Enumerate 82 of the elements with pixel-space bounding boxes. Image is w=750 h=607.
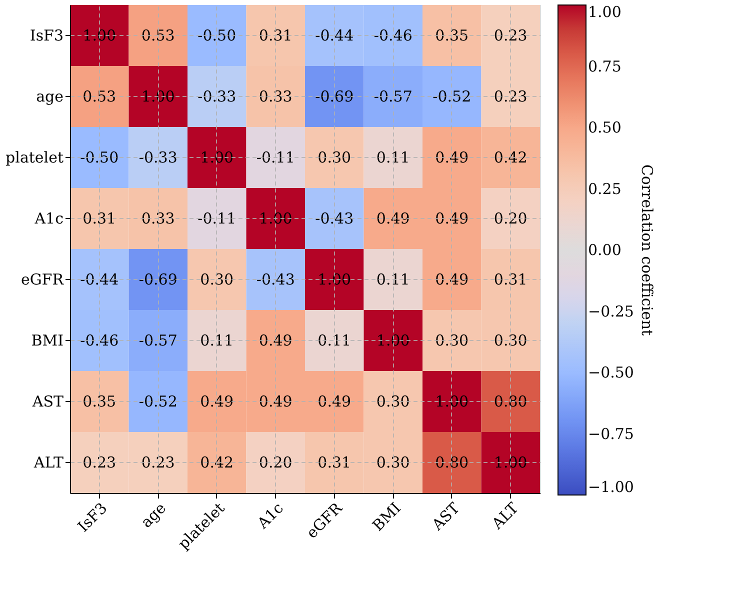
x-tick-label: A1c bbox=[253, 499, 287, 533]
y-tick-label: eGFR bbox=[20, 270, 64, 288]
data-label: 0.31 bbox=[494, 270, 528, 288]
data-label: 1.00 bbox=[200, 148, 234, 166]
data-label: -0.33 bbox=[198, 88, 236, 106]
color-bar-label: −0.50 bbox=[588, 364, 634, 382]
data-label: 0.30 bbox=[318, 148, 352, 166]
data-label: -0.11 bbox=[198, 210, 236, 228]
data-label: 0.11 bbox=[376, 270, 410, 288]
color-bar-label: 0.00 bbox=[588, 241, 622, 259]
data-label: -0.52 bbox=[432, 88, 472, 106]
y-tick-label: ALT bbox=[32, 454, 64, 472]
data-label: 0.11 bbox=[376, 148, 410, 166]
color-bar-label: −0.75 bbox=[588, 424, 634, 443]
y-tick-label: A1c bbox=[34, 210, 64, 228]
data-label: -0.33 bbox=[138, 148, 178, 166]
data-label: 0.23 bbox=[82, 454, 116, 472]
color-bar-label: −1.00 bbox=[588, 478, 634, 496]
data-label: -0.69 bbox=[315, 88, 354, 106]
data-label: 0.49 bbox=[435, 270, 469, 288]
data-label: -0.57 bbox=[138, 332, 178, 350]
x-tick-label: age bbox=[137, 499, 170, 532]
data-label: 0.49 bbox=[258, 392, 292, 410]
y-tick-label: BMI bbox=[31, 332, 64, 350]
data-label: 0.23 bbox=[141, 454, 175, 472]
data-label: -0.44 bbox=[315, 26, 354, 44]
data-label: 0.35 bbox=[82, 392, 116, 410]
color-bar-label: 0.75 bbox=[588, 57, 622, 76]
data-label: 0.31 bbox=[82, 210, 116, 228]
data-label: 0.49 bbox=[318, 392, 352, 410]
data-label: 0.30 bbox=[494, 332, 528, 350]
data-label: 0.30 bbox=[435, 332, 469, 350]
data-label: 0.23 bbox=[494, 26, 528, 44]
data-label: 0.30 bbox=[376, 392, 410, 410]
data-label: 0.42 bbox=[494, 148, 528, 166]
data-label: 0.80 bbox=[494, 392, 528, 410]
y-tick-label: AST bbox=[31, 392, 64, 410]
data-label: 1.00 bbox=[141, 88, 175, 106]
data-label: -0.52 bbox=[138, 392, 178, 410]
data-label: 0.31 bbox=[258, 26, 292, 44]
data-label: -0.46 bbox=[374, 26, 412, 44]
color-bar-label: 0.25 bbox=[588, 180, 622, 198]
data-label: 0.23 bbox=[494, 88, 528, 106]
data-label: 0.11 bbox=[200, 332, 234, 350]
data-label: 0.31 bbox=[318, 454, 352, 472]
data-label: 0.80 bbox=[435, 454, 469, 472]
y-tick-label: IsF3 bbox=[30, 26, 64, 44]
data-label: -0.50 bbox=[198, 26, 236, 44]
data-label: 0.20 bbox=[494, 210, 528, 228]
data-label: 0.49 bbox=[435, 148, 469, 166]
data-label: 0.11 bbox=[318, 332, 352, 350]
data-label: 0.42 bbox=[200, 454, 234, 472]
data-label: 1.00 bbox=[435, 392, 469, 410]
data-label: 0.49 bbox=[435, 210, 469, 228]
y-tick-label: platelet bbox=[6, 148, 64, 166]
data-label: 0.20 bbox=[258, 454, 292, 472]
data-label: -0.11 bbox=[256, 148, 295, 166]
y-tick-label: age bbox=[36, 88, 64, 106]
data-label: -0.69 bbox=[138, 270, 178, 288]
color-bar-title: Correlation coefficient bbox=[638, 164, 656, 336]
data-label: 1.00 bbox=[494, 454, 528, 472]
data-label: 1.00 bbox=[318, 270, 352, 288]
data-label: -0.50 bbox=[80, 148, 119, 166]
color-bar-label: −0.25 bbox=[588, 302, 634, 320]
data-label: -0.43 bbox=[256, 270, 295, 288]
data-label: 0.49 bbox=[376, 210, 410, 228]
data-label: 1.00 bbox=[376, 332, 410, 350]
data-label: 0.49 bbox=[258, 332, 292, 350]
data-label: -0.43 bbox=[315, 210, 354, 228]
color-bar-label: 0.50 bbox=[588, 118, 622, 136]
data-label: 0.30 bbox=[376, 454, 410, 472]
data-label: -0.57 bbox=[374, 88, 412, 106]
data-label: 0.53 bbox=[82, 88, 116, 106]
data-label: -0.46 bbox=[80, 332, 119, 350]
color-bar-label: 1.00 bbox=[588, 3, 622, 21]
data-label: -0.44 bbox=[80, 270, 119, 288]
data-label: 0.53 bbox=[141, 26, 175, 44]
data-label: 0.49 bbox=[200, 392, 234, 410]
data-label: 0.33 bbox=[258, 88, 292, 106]
data-label: 0.35 bbox=[435, 26, 469, 44]
data-label: 0.33 bbox=[141, 210, 175, 228]
data-label: 0.30 bbox=[200, 270, 234, 288]
